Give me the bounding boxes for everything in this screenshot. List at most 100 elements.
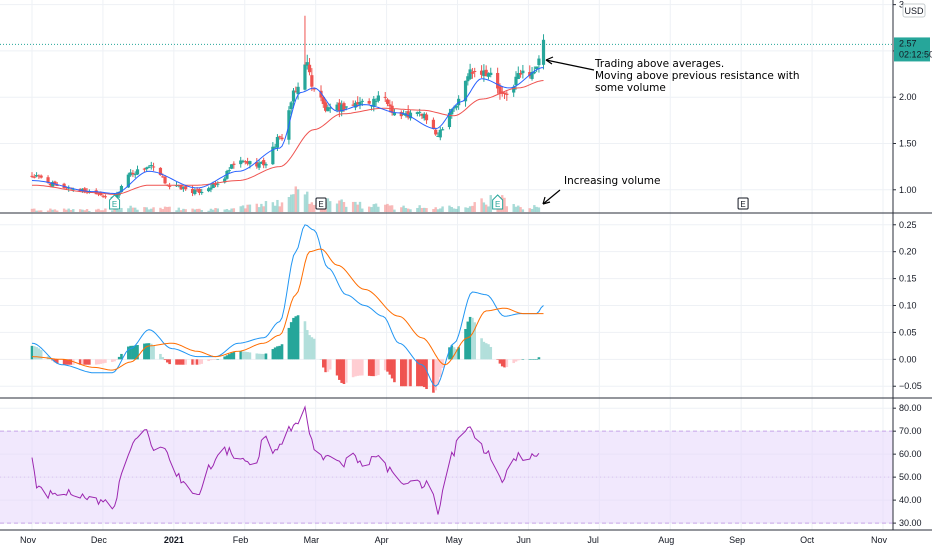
- volume-bar: [81, 209, 84, 212]
- volume-bar: [62, 208, 66, 212]
- candle-body: [440, 129, 445, 131]
- macd-histogram-bar: [115, 359, 119, 360]
- candle-body: [190, 188, 195, 194]
- volume-bar: [425, 208, 428, 212]
- volume-bar: [372, 204, 375, 212]
- earnings-label: E: [318, 200, 323, 209]
- volume-bar: [134, 207, 137, 212]
- volume-bar: [388, 205, 392, 212]
- volume-bar: [152, 207, 155, 212]
- candle-body: [147, 166, 151, 168]
- volume-bar: [104, 208, 107, 212]
- rsi-band: [0, 430, 893, 524]
- macd-histogram-bar: [390, 359, 394, 379]
- candle-body: [200, 191, 204, 194]
- rsi-axis-label: 30.00: [899, 518, 922, 528]
- macd-histogram-bar: [239, 351, 243, 360]
- macd-histogram-bar: [434, 359, 438, 391]
- volume-bar: [49, 208, 52, 212]
- candle-body: [512, 86, 516, 93]
- candle-body: [39, 175, 43, 178]
- volume-bar: [163, 206, 167, 212]
- volume-bar: [65, 209, 68, 212]
- candle-body: [229, 164, 234, 169]
- macd-histogram-bar: [340, 359, 343, 383]
- volume-bar: [434, 207, 437, 212]
- macd-histogram-bar: [386, 359, 389, 372]
- volume-bar: [310, 202, 314, 212]
- volume-bar: [51, 209, 54, 212]
- macd-histogram-bar: [473, 322, 477, 360]
- volume-bar: [147, 209, 151, 212]
- candle-body: [142, 168, 146, 170]
- volume-bar: [418, 205, 421, 212]
- earnings-marker[interactable]: E: [737, 197, 749, 210]
- candle-body: [294, 91, 298, 93]
- volume-bar: [85, 209, 89, 212]
- candle-body: [161, 176, 165, 178]
- macd-histogram-bar: [168, 359, 171, 365]
- earnings-marker[interactable]: E: [109, 194, 121, 210]
- price-axis-label: 2.00: [899, 92, 917, 102]
- candle-body: [55, 184, 59, 186]
- macd-histogram-bar: [402, 359, 405, 387]
- currency-badge: [902, 3, 926, 18]
- candle-body: [424, 114, 429, 121]
- volume-bar: [335, 203, 339, 212]
- volume-bar: [191, 208, 194, 212]
- macd-histogram-bar: [198, 359, 201, 365]
- macd-axis-label: 0.00: [899, 354, 917, 364]
- macd-histogram-bar: [97, 359, 100, 365]
- volume-bar: [260, 203, 263, 212]
- volume-bar: [150, 208, 153, 212]
- macd-histogram-bar: [514, 359, 518, 362]
- volume-bar: [264, 201, 268, 212]
- macd-axis-label: 0.05: [899, 327, 917, 337]
- candle-body: [163, 176, 167, 184]
- volume-bar: [439, 208, 442, 212]
- volume-bar: [223, 209, 226, 212]
- volume-bar: [519, 207, 522, 212]
- volume-bar: [33, 208, 36, 212]
- volume-bar: [530, 208, 534, 212]
- candle-body: [64, 187, 69, 189]
- macd-histogram-bar: [49, 358, 52, 360]
- volume-bar: [537, 207, 541, 212]
- macd-histogram-bar: [262, 353, 265, 360]
- macd-histogram-bar: [296, 315, 300, 360]
- volume-bar: [246, 204, 249, 212]
- macd-histogram-bar: [223, 356, 226, 360]
- macd-histogram-bar: [143, 343, 146, 360]
- candle-body: [259, 161, 263, 164]
- macd-axis-label: 0.10: [899, 301, 917, 311]
- volume-bar: [367, 206, 371, 212]
- volume-bar: [308, 203, 311, 212]
- candle-body: [367, 100, 371, 104]
- volume-bar: [340, 199, 343, 212]
- macd-histogram-bar: [487, 344, 490, 360]
- volume-bar: [101, 210, 105, 212]
- volume-bar: [72, 209, 75, 212]
- candle-body: [32, 176, 36, 178]
- macd-axis-label: −0.05: [899, 381, 922, 391]
- macd-histogram-bar: [358, 359, 362, 376]
- volume-bar: [280, 202, 284, 212]
- earnings-marker[interactable]: E: [492, 194, 504, 210]
- macd-histogram-bar: [145, 343, 148, 360]
- candle-body: [83, 188, 87, 192]
- candle-body: [388, 104, 392, 107]
- macd-histogram-bar: [32, 346, 36, 360]
- candle-body: [372, 98, 376, 107]
- candle-body: [376, 95, 380, 101]
- volume-bar: [241, 205, 245, 212]
- volume-bar: [361, 208, 364, 212]
- volume-bar: [37, 210, 41, 212]
- candle-body: [305, 62, 309, 66]
- candle-body: [296, 86, 300, 95]
- candle-body: [401, 114, 406, 116]
- macd-histogram-bar: [482, 341, 486, 360]
- volume-bar: [345, 206, 348, 212]
- candle-body: [496, 72, 500, 89]
- earnings-marker[interactable]: E: [315, 197, 327, 210]
